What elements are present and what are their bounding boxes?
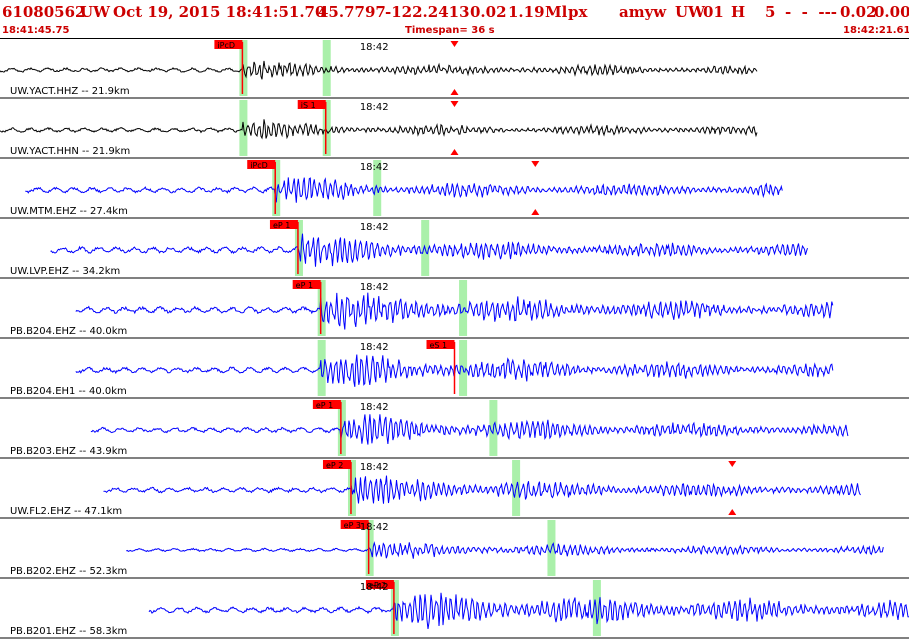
phase-window: [337, 400, 346, 456]
pick-label: iPcD: [250, 161, 268, 170]
minute-mark-label: 18:42: [360, 222, 389, 233]
event-mag-type: Ml: [545, 3, 568, 21]
phase-window: [272, 160, 281, 216]
pick-label: eP 2: [369, 581, 386, 590]
peak-marker-top: [531, 161, 540, 167]
pick-label: iS 1: [301, 101, 316, 110]
minute-mark-label: 18:42: [360, 522, 389, 533]
event-network: UW: [80, 3, 110, 21]
trace-label: UW.YACT.HHZ -- 21.9km: [10, 86, 130, 97]
trace-label: UW.YACT.HHN -- 21.9km: [10, 146, 130, 157]
peak-marker-bottom: [728, 509, 737, 515]
pick-flag: [340, 520, 369, 529]
peak-marker-bottom: [450, 89, 459, 95]
start-time: 18:41:45.75: [2, 25, 70, 36]
minute-mark-label: 18:42: [360, 42, 389, 53]
trace-panel: iPcD 18:42 UW.YACT.HHZ -- 21.9km: [0, 40, 909, 99]
trace-panel: eP 218:42 PB.B201.EHZ -- 58.3km: [0, 580, 909, 639]
trace-panel: eP 1 18:42 PB.B203.EHZ -- 43.9km: [0, 400, 909, 459]
event-magnitude: 1.19: [508, 3, 545, 21]
pick-label: eP 1: [296, 281, 313, 290]
event-quality: H: [731, 3, 746, 21]
timespan: Timespan= 36 s: [405, 25, 495, 36]
minute-mark-label: 18:42: [360, 342, 389, 353]
trace-label: PB.B204.EHZ -- 40.0km: [10, 326, 127, 337]
minute-mark-label: 18:42: [360, 462, 389, 473]
event-datetime: Oct 19, 2015 18:41:51.70: [113, 3, 326, 21]
event-rms: 0.02: [840, 3, 877, 21]
event-count: 5: [765, 3, 776, 21]
minute-mark-label: 18:42: [360, 402, 389, 413]
pick-label: eP 1: [273, 221, 290, 230]
pick-flag: [312, 400, 341, 409]
trace-panel: eP 2 18:42 UW.FL2.EHZ -- 47.1km: [0, 460, 909, 519]
trace-panel: eP 318:42 PB.B202.EHZ -- 52.3km: [0, 520, 909, 579]
trace-label: PB.B202.EHZ -- 52.3km: [10, 566, 127, 577]
event-lon: -122.2413: [385, 3, 470, 21]
pick-flag: [214, 40, 243, 49]
phase-window: [294, 220, 303, 276]
event-extras: - - ---: [785, 3, 838, 21]
waveform-trace: [50, 233, 808, 267]
peak-marker-top: [450, 41, 459, 47]
trace-label: PB.B203.EHZ -- 43.9km: [10, 446, 127, 457]
pick-label: eP 1: [316, 401, 333, 410]
pick-flag: [297, 100, 326, 109]
trace-panel: eS 1 18:42 PB.B204.EH1 -- 40.0km: [0, 340, 909, 399]
waveform-trace: [148, 592, 909, 629]
minute-mark-label: 18:42: [360, 102, 389, 113]
event-type: px: [568, 3, 588, 21]
pick-label: eP 3: [344, 521, 361, 530]
waveform-trace: [0, 60, 758, 80]
phase-window: [322, 100, 331, 156]
phase-window: [322, 40, 331, 96]
seismogram-panel: iPcD 18:42 UW.YACT.HHZ -- 21.9km iS 1 18:42 U…: [0, 38, 909, 639]
event-err: 0.00: [874, 3, 909, 21]
waveform-trace: [126, 541, 884, 559]
pick-flag: [426, 340, 455, 349]
waveform-trace: [0, 119, 758, 140]
pick-flag: [269, 220, 298, 229]
event-version: 01: [703, 3, 724, 21]
peak-marker-bottom: [531, 209, 540, 215]
time-axis-header: 18:41:45.75 Timespan= 36 s 18:42:21.61: [0, 24, 909, 38]
peak-marker-top: [450, 101, 459, 107]
trace-panel: eP 1 18:42 UW.LVP.EHZ -- 34.2km: [0, 220, 909, 279]
pick-label: iPcD: [217, 41, 235, 50]
trace-panel: iS 1 18:42 UW.YACT.HHN -- 21.9km: [0, 100, 909, 159]
phase-window: [459, 280, 468, 336]
trace-panel: eP 1 18:42 PB.B204.EHZ -- 40.0km: [0, 280, 909, 339]
phase-window: [592, 580, 601, 636]
trace-label: UW.LVP.EHZ -- 34.2km: [10, 266, 120, 277]
pick-label: eS 1: [430, 341, 448, 350]
trace-label: PB.B201.EHZ -- 58.3km: [10, 626, 127, 637]
trace-label: UW.MTM.EHZ -- 27.4km: [10, 206, 128, 217]
event-lat: 45.7797: [318, 3, 386, 21]
waveform-trace: [90, 414, 849, 445]
waveform-trace: [25, 177, 783, 203]
minute-mark-label: 18:42: [360, 282, 389, 293]
pick-flag: [247, 160, 276, 169]
pick-flag: [322, 460, 351, 469]
end-time: 18:42:21.61: [843, 25, 909, 36]
pick-label: eP 2: [326, 461, 343, 470]
minute-mark-label: 18:42: [360, 162, 389, 173]
event-depth: 0.02: [470, 3, 507, 21]
trace-label: PB.B204.EH1 -- 40.0km: [10, 386, 127, 397]
peak-marker-bottom: [450, 149, 459, 155]
pick-flag: [365, 580, 394, 589]
trace-label: UW.FL2.EHZ -- 47.1km: [10, 506, 122, 517]
waveform-trace: [75, 292, 834, 330]
minute-mark-label: 18:42: [360, 582, 389, 593]
event-id: 61080562: [2, 3, 86, 21]
waveform-trace: [103, 475, 861, 504]
peak-marker-top: [728, 461, 737, 467]
event-auth: UW: [675, 3, 705, 21]
event-user: amyw: [619, 3, 667, 21]
event-header: 61080562 UW Oct 19, 2015 18:41:51.70 45.…: [0, 0, 909, 24]
pick-flag: [292, 280, 321, 289]
trace-panel: iPcD 18:42 UW.MTM.EHZ -- 27.4km: [0, 160, 909, 219]
